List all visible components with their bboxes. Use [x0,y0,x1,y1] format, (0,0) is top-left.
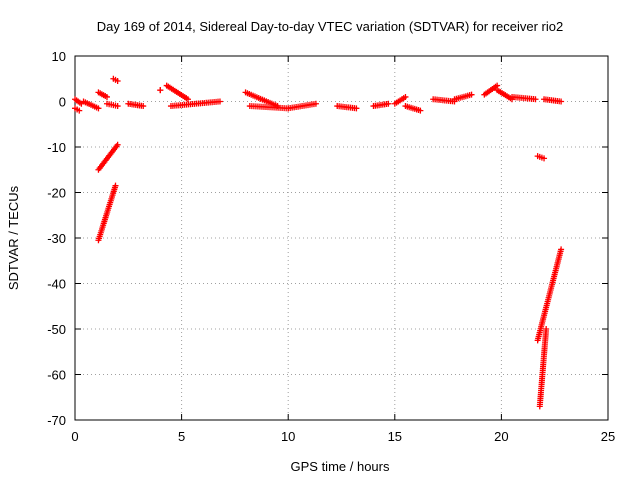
y-tick-label: -50 [47,322,66,337]
data-point [532,96,539,103]
x-axis-label: GPS time / hours [291,459,390,474]
data-point [114,78,121,85]
y-tick-label: -10 [47,140,66,155]
x-tick-label: 15 [388,429,402,444]
data-point [216,98,223,105]
data-point [95,105,102,112]
data-point [353,105,360,112]
y-tick-label: -70 [47,413,66,428]
x-tick-label: 20 [494,429,508,444]
data-point [312,100,319,107]
data-point [103,93,110,100]
y-tick-label: -30 [47,231,66,246]
data-point [76,107,83,114]
data-point [114,103,121,110]
grid [75,56,608,420]
y-tick-label: 0 [59,95,66,110]
data-point [157,87,164,94]
data-point [468,91,475,98]
data-point [558,98,565,105]
x-tick-label: 5 [178,429,185,444]
data-point [114,141,121,148]
data-point [543,326,550,332]
data-point [112,182,119,189]
y-tick-label: -20 [47,186,66,201]
y-axis-label: SDTVAR / TECUs [6,185,21,290]
data-point [385,100,392,107]
data-points [72,75,565,410]
data-point [184,96,191,103]
y-tick-label: -40 [47,277,66,292]
data-point [417,107,424,114]
y-tick-label: -60 [47,368,66,383]
data-point [541,155,548,162]
y-tick-label: 10 [52,49,66,64]
y-axis: 10 0 -10 -20 -30 -40 -50 -60 -70 [47,49,608,428]
data-point [402,93,409,100]
data-point [558,246,565,253]
x-axis: 0 5 10 15 20 25 [71,56,615,444]
data-point [140,103,147,110]
chart-title: Day 169 of 2014, Sidereal Day-to-day VTE… [97,19,564,34]
x-tick-label: 0 [71,429,78,444]
x-tick-label: 25 [601,429,615,444]
x-tick-label: 10 [281,429,295,444]
